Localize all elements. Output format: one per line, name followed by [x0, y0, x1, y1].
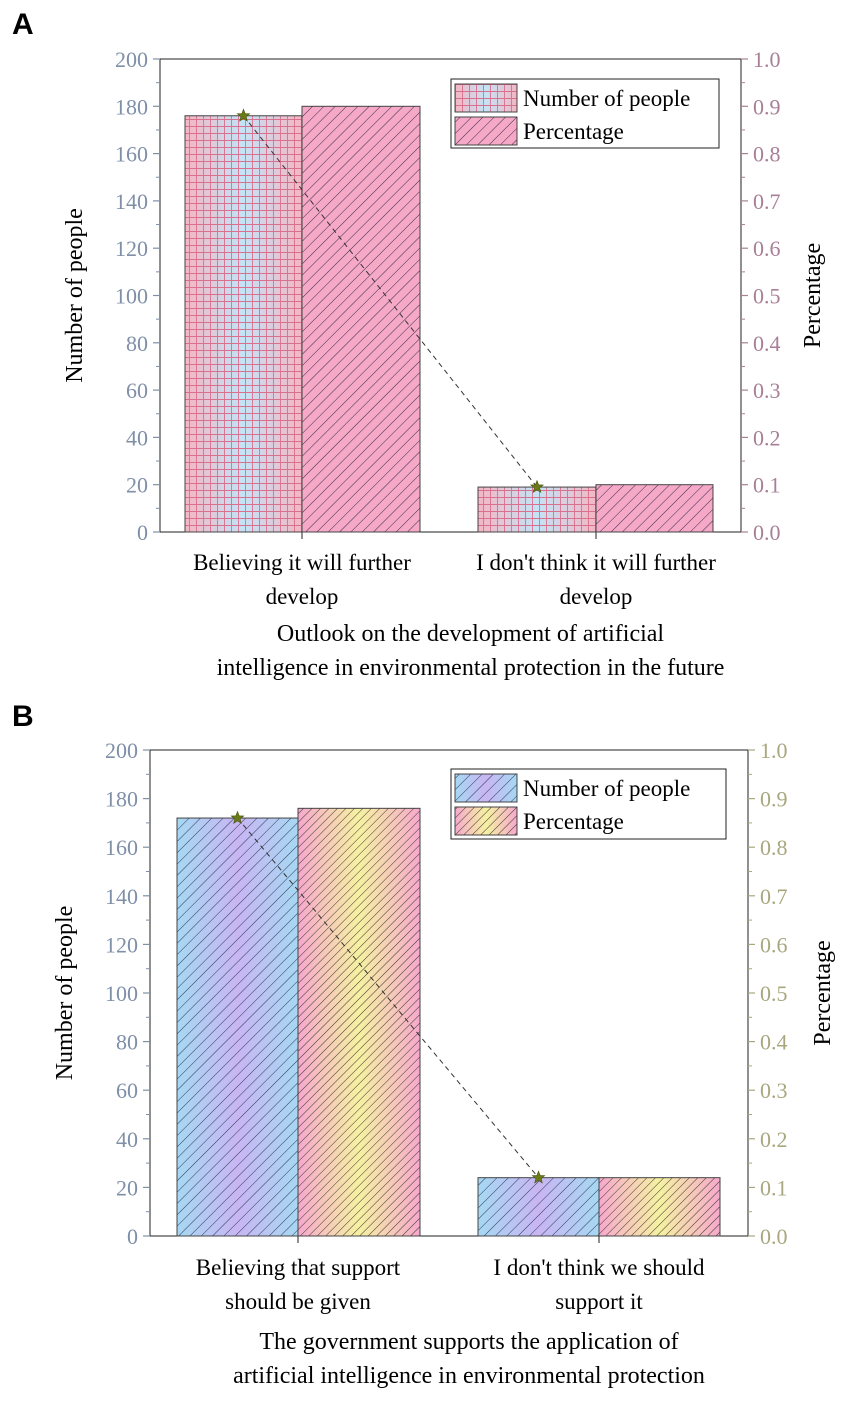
left-tick-label: 60	[126, 378, 148, 403]
bar-percentage	[595, 484, 714, 533]
right-tick-label: 0.1	[753, 473, 781, 498]
left-tick-label: 180	[105, 787, 138, 812]
right-tick-label: 1.0	[753, 47, 781, 72]
right-axis-title: Percentage	[810, 940, 836, 1045]
left-tick-label: 140	[115, 189, 148, 214]
right-tick-label: 0.6	[753, 236, 781, 261]
left-tick-label: 80	[126, 331, 148, 356]
bar-percentage	[301, 105, 421, 533]
trend-line	[243, 115, 538, 488]
left-tick-label: 140	[105, 884, 138, 909]
left-tick-label: 80	[116, 1030, 138, 1055]
right-tick-label: 1.0	[760, 738, 788, 763]
star-marker	[531, 1170, 546, 1184]
left-tick-label: 40	[116, 1127, 138, 1152]
x-axis-title: Outlook on the development of artificial	[277, 621, 665, 647]
left-axis-title: Number of people	[52, 906, 78, 1081]
left-tick-label: 180	[115, 94, 148, 119]
legend-swatch	[454, 806, 518, 836]
category-label: Believing it will further	[193, 550, 411, 575]
left-axis-title: Number of people	[62, 208, 88, 383]
bar-pattern	[477, 486, 597, 533]
right-tick-label: 0.9	[760, 787, 788, 812]
panel-a: A 0 20 40 60 80 100 120 140 160 180 200 0.0 0.1 0.2 0.3…	[12, 8, 826, 681]
right-tick-label: 0.6	[760, 932, 788, 957]
legend-label: Percentage	[523, 119, 624, 144]
left-tick-label: 160	[105, 835, 138, 860]
right-axis-title: Percentage	[800, 243, 826, 348]
right-tick-label: 0.5	[753, 284, 781, 309]
right-tick-label: 0.0	[760, 1224, 788, 1249]
left-tick-label: 60	[116, 1078, 138, 1103]
category-label: should be given	[225, 1289, 371, 1314]
bar-pattern	[184, 115, 303, 533]
star-marker	[530, 479, 544, 493]
right-tick-label: 0.3	[760, 1078, 788, 1103]
legend-swatch	[454, 83, 518, 113]
right-tick-label: 0.1	[760, 1175, 788, 1200]
left-tick-label: 20	[116, 1175, 138, 1200]
legend-swatch	[454, 773, 518, 803]
right-tick-label: 0.2	[753, 425, 781, 450]
legend-swatch	[454, 116, 518, 146]
left-tick-label: 200	[115, 47, 148, 72]
x-axis-title: artificial intelligence in environmental…	[233, 1363, 705, 1389]
trend-line	[237, 817, 539, 1179]
left-tick-label: 120	[115, 236, 148, 261]
left-tick-label: 160	[115, 142, 148, 167]
bar-number-of-people	[477, 1177, 600, 1237]
right-tick-label: 0.7	[760, 884, 788, 909]
bar-pattern	[477, 1177, 600, 1237]
panel-letter: A	[12, 8, 34, 41]
category-label: Believing that support	[196, 1255, 401, 1280]
legend: Number of people Percentage	[450, 78, 720, 149]
left-tick-label: 20	[126, 473, 148, 498]
x-axis-title: intelligence in environmental protection…	[217, 655, 725, 681]
right-tick-label: 0.9	[753, 94, 781, 119]
right-tick-label: 0.2	[760, 1127, 788, 1152]
legend-label: Percentage	[523, 809, 624, 834]
right-tick-label: 0.4	[753, 331, 781, 356]
right-tick-label: 0.8	[760, 835, 788, 860]
bar-number-of-people	[176, 817, 299, 1237]
right-tick-label: 0.0	[753, 520, 781, 545]
bar-pattern	[595, 484, 714, 533]
star-marker	[236, 108, 251, 122]
right-tick-label: 0.4	[760, 1030, 788, 1055]
right-tick-label: 0.8	[753, 142, 781, 167]
left-tick-label: 200	[105, 738, 138, 763]
panel-letter: B	[12, 700, 34, 733]
panel-b: B 0 20 40 60 80 100 120 140 160 180 200 0.0 0.1 0.2 0.3…	[12, 700, 836, 1389]
left-tick-label: 120	[105, 932, 138, 957]
legend-label: Number of people	[523, 86, 690, 111]
category-label: develop	[266, 584, 339, 609]
category-label: I don't think it will further	[476, 550, 716, 575]
bar-number-of-people	[477, 486, 597, 533]
category-label: support it	[555, 1289, 643, 1314]
bar-percentage	[598, 1177, 721, 1237]
left-tick-label: 0	[137, 520, 148, 545]
bar-pattern	[176, 817, 299, 1237]
bar-pattern	[297, 807, 421, 1237]
left-tick-label: 40	[126, 425, 148, 450]
legend-label: Number of people	[523, 776, 690, 801]
legend: Number of people Percentage	[450, 768, 727, 840]
left-tick-label: 100	[115, 284, 148, 309]
x-axis-title: The government supports the application …	[259, 1329, 678, 1355]
star-marker	[230, 810, 245, 824]
right-tick-label: 0.5	[760, 981, 788, 1006]
category-label: develop	[560, 584, 633, 609]
left-tick-label: 0	[127, 1224, 138, 1249]
bar-pattern	[598, 1177, 721, 1237]
bar-percentage	[297, 807, 421, 1237]
bar-number-of-people	[184, 115, 303, 533]
bar-pattern	[301, 105, 421, 533]
right-tick-label: 0.7	[753, 189, 781, 214]
right-tick-label: 0.3	[753, 378, 781, 403]
left-tick-label: 100	[105, 981, 138, 1006]
category-label: I don't think we should	[493, 1255, 705, 1280]
